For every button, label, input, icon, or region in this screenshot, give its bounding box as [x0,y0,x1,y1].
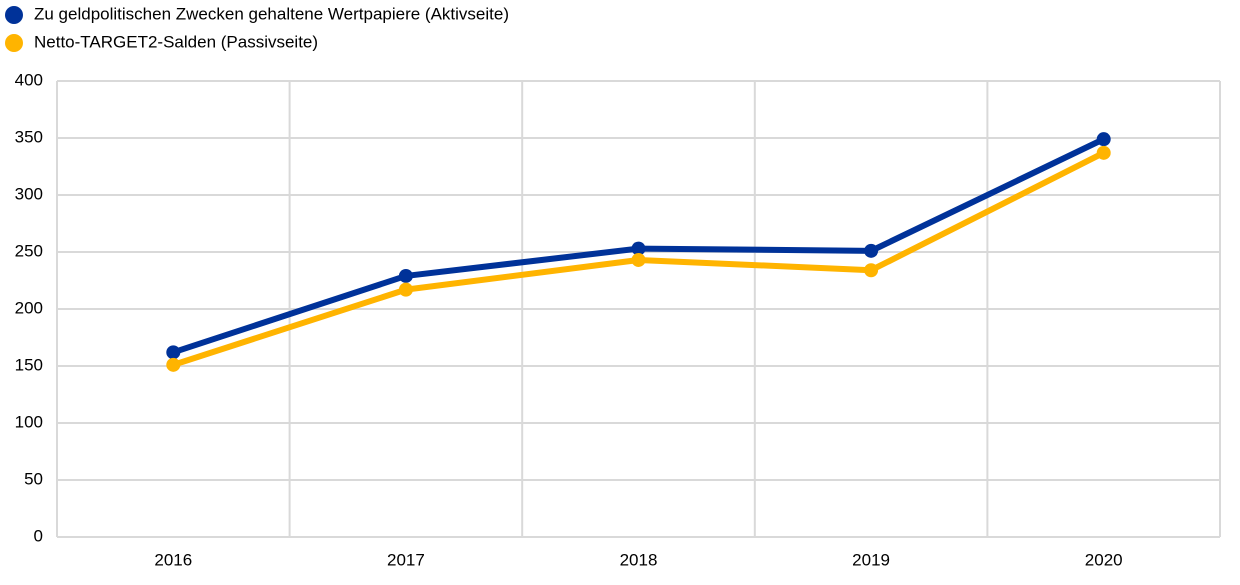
data-point [398,282,413,297]
legend-marker [5,34,23,52]
y-tick-label: 350 [15,127,43,146]
x-tick-label: 2017 [387,550,425,569]
legend-label: Netto-TARGET2-Salden (Passivseite) [34,32,318,51]
data-point [1096,132,1111,147]
legend-marker [5,6,23,24]
y-tick-label: 100 [15,412,43,431]
y-tick-label: 50 [24,469,43,488]
y-tick-label: 250 [15,241,43,260]
x-tick-label: 2018 [620,550,658,569]
data-point [398,268,413,283]
x-tick-label: 2019 [852,550,890,569]
y-tick-label: 400 [15,70,43,89]
y-tick-label: 300 [15,184,43,203]
y-tick-label: 200 [15,298,43,317]
data-point [864,243,879,258]
data-point [166,357,181,372]
data-point [631,241,646,256]
y-tick-label: 150 [15,355,43,374]
data-point [166,345,181,360]
data-point [1096,145,1111,160]
y-tick-label: 0 [34,526,43,545]
x-tick-label: 2016 [154,550,192,569]
data-point [864,263,879,278]
data-point [631,252,646,267]
legend-label: Zu geldpolitischen Zwecken gehaltene Wer… [34,4,509,23]
x-tick-label: 2020 [1085,550,1123,569]
